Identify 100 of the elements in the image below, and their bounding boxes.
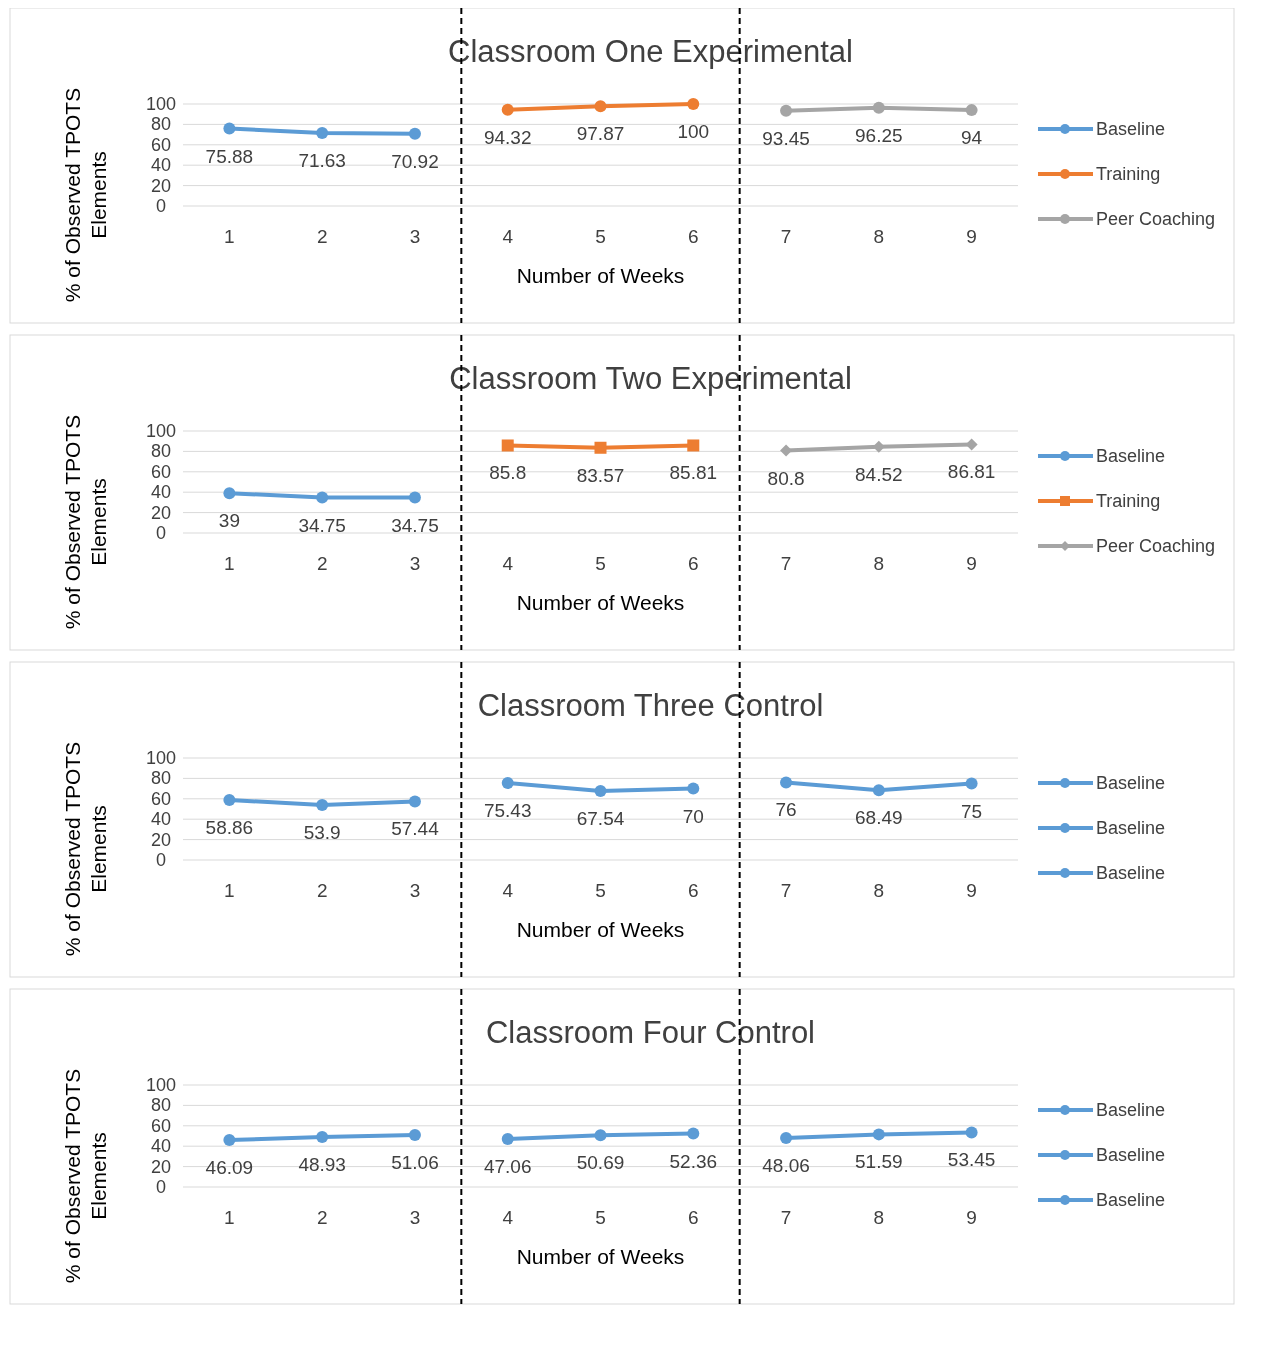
y-tick-label: 100 [145,94,177,114]
y-tick-label: 40 [150,155,172,176]
y-axis-title: % of Observed TPOTS Elements [61,741,110,957]
legend-label: Peer Coaching [1096,209,1216,229]
data-label: 76 [775,799,797,821]
data-label: 80.8 [767,467,805,489]
x-tick-label: 4 [502,553,514,574]
x-tick-label: 2 [316,880,328,901]
y-tick-label: 80 [150,441,172,462]
x-tick-label: 7 [780,553,792,574]
y-tick-label: 20 [150,502,172,523]
data-label: 48.93 [298,1154,346,1176]
data-label: 52.36 [669,1150,718,1172]
data-label: 67.54 [576,808,625,830]
data-label: 94 [961,127,983,149]
x-tick-label: 6 [687,1207,699,1228]
y-tick-label: 60 [150,134,172,155]
y-tick-label: 40 [150,482,172,503]
data-label: 51.06 [391,1151,439,1173]
data-label: 86.81 [947,461,996,483]
legend-label: Peer Coaching [1096,536,1216,556]
data-label: 53.45 [947,1149,996,1171]
x-tick-label: 5 [595,1207,606,1228]
data-label: 83.57 [576,464,625,486]
x-axis-title: Number of Weeks [516,918,685,941]
y-tick-label: 60 [150,788,172,809]
legend-label: Training [1096,491,1161,511]
data-label: 53.9 [303,822,341,844]
legend-label: Baseline [1096,773,1166,793]
y-tick-label: 100 [145,1075,177,1095]
x-tick-label: 4 [502,1207,514,1228]
y-axis-title: % of Observed TPOTS Elements [61,414,110,630]
y-tick-label: 80 [150,768,172,789]
y-tick-label: 0 [155,850,167,870]
x-tick-label: 9 [966,1207,977,1228]
x-tick-label: 5 [595,226,606,247]
x-tick-label: 9 [966,553,977,574]
x-axis-title: Number of Weeks [516,1245,685,1268]
x-tick-label: 1 [224,880,235,901]
data-label: 70 [682,805,704,827]
x-tick-label: 8 [873,1207,885,1228]
chart-title: Classroom One Experimental [448,34,853,69]
x-tick-label: 3 [409,226,421,247]
y-axis-title: % of Observed TPOTS Elements [61,1068,110,1284]
x-tick-label: 5 [595,553,606,574]
x-tick-label: 9 [966,880,977,901]
data-label: 75.88 [205,145,254,167]
x-tick-label: 7 [780,226,792,247]
chart-title: Classroom Four Control [485,1015,816,1050]
data-label: 34.75 [391,514,439,536]
data-label: 93.45 [762,127,810,149]
data-label: 97.87 [576,123,625,145]
y-axis-title: % of Observed TPOTS Elements [61,87,110,303]
legend-label: Baseline [1096,119,1166,139]
x-tick-label: 2 [316,226,328,247]
x-tick-label: 1 [224,1207,235,1228]
x-tick-label: 8 [873,226,885,247]
x-tick-label: 3 [409,553,421,574]
y-tick-label: 60 [150,461,172,482]
data-label: 57.44 [391,818,440,840]
x-tick-label: 3 [409,880,421,901]
x-tick-label: 6 [687,226,699,247]
data-label: 75 [961,800,983,822]
x-tick-label: 6 [687,553,699,574]
legend-label: Training [1096,164,1161,184]
data-label: 100 [677,121,710,142]
x-axis-title: Number of Weeks [516,591,685,614]
y-tick-label: 100 [145,421,177,441]
x-tick-label: 8 [873,880,885,901]
chart-title: Classroom Two Experimental [449,361,852,396]
x-tick-label: 6 [687,880,699,901]
data-label: 71.63 [298,149,346,171]
x-tick-label: 1 [224,553,235,574]
data-label: 85.81 [669,462,718,484]
data-label: 75.43 [483,800,532,822]
x-tick-label: 7 [780,880,792,901]
x-tick-label: 8 [873,553,885,574]
y-tick-label: 0 [155,523,167,543]
x-tick-label: 2 [316,553,328,574]
data-label: 50.69 [576,1152,625,1174]
y-tick-label: 40 [150,1136,172,1157]
data-label: 70.92 [391,150,439,172]
data-label: 46.09 [205,1156,254,1178]
x-tick-label: 7 [780,1207,792,1228]
data-label: 58.86 [205,816,254,838]
legend-label: Baseline [1096,863,1166,883]
legend-label: Baseline [1096,446,1166,466]
x-axis-title: Number of Weeks [516,264,685,287]
data-label: 34.75 [298,514,346,536]
x-tick-label: 3 [409,1207,421,1228]
data-label: 51.59 [855,1151,903,1173]
legend-label: Baseline [1096,1145,1166,1165]
data-label: 47.06 [483,1156,532,1177]
y-tick-label: 0 [155,1177,167,1197]
data-label: 94.32 [483,126,532,148]
y-tick-label: 80 [150,114,172,135]
x-tick-label: 4 [502,880,514,901]
legend-label: Baseline [1096,818,1166,838]
x-tick-label: 9 [966,226,977,247]
y-tick-label: 20 [150,1156,172,1177]
